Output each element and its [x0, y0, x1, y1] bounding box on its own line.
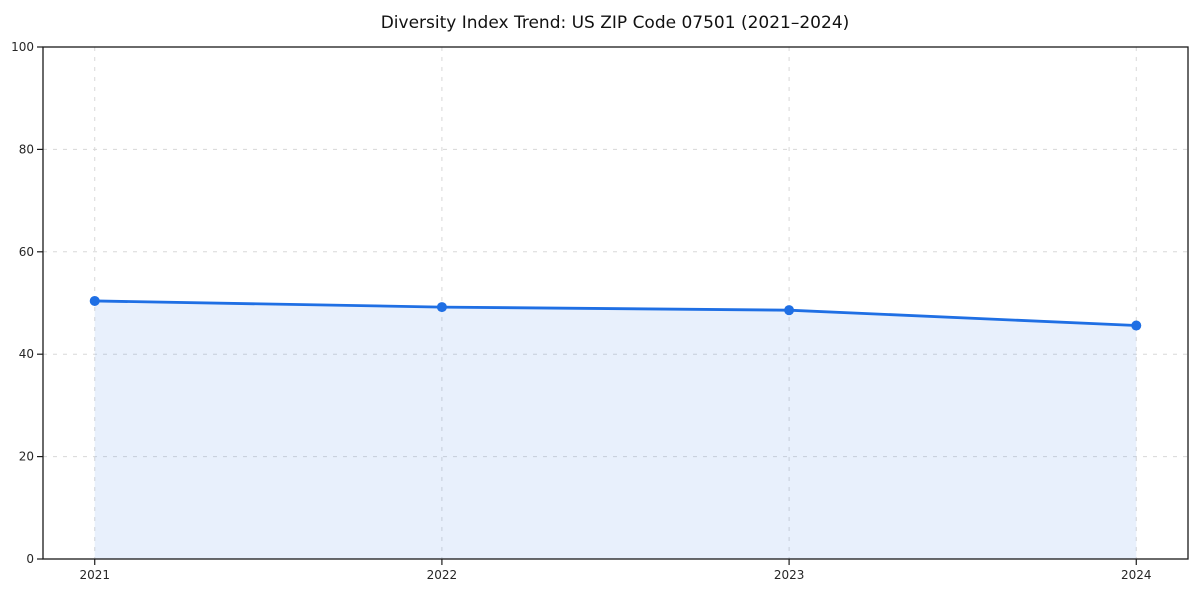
y-tick-label: 20	[19, 450, 34, 464]
chart-title: Diversity Index Trend: US ZIP Code 07501…	[381, 13, 850, 33]
x-tick-label: 2021	[79, 568, 110, 582]
data-points	[89, 295, 1142, 331]
x-tick-label: 2022	[427, 568, 458, 582]
y-tick-label: 80	[19, 142, 34, 156]
axis-tick-labels: 0 20 40 60 80 100 2021 2022 2023 2024	[11, 40, 1151, 582]
y-tick-label: 100	[11, 40, 34, 54]
data-point	[784, 305, 795, 316]
y-tick-label: 40	[19, 347, 34, 361]
data-point	[1131, 320, 1142, 331]
data-point	[89, 295, 100, 306]
x-tick-label: 2023	[774, 568, 805, 582]
axis-ticks	[37, 46, 1137, 565]
y-tick-label: 60	[19, 245, 34, 259]
y-tick-label: 0	[26, 552, 34, 566]
series-line	[93, 299, 1138, 327]
plot-border	[42, 46, 1189, 560]
x-tick-label: 2024	[1121, 568, 1152, 582]
gridlines	[43, 47, 1188, 559]
series-area-fill	[94, 300, 1137, 559]
data-point	[436, 302, 447, 313]
